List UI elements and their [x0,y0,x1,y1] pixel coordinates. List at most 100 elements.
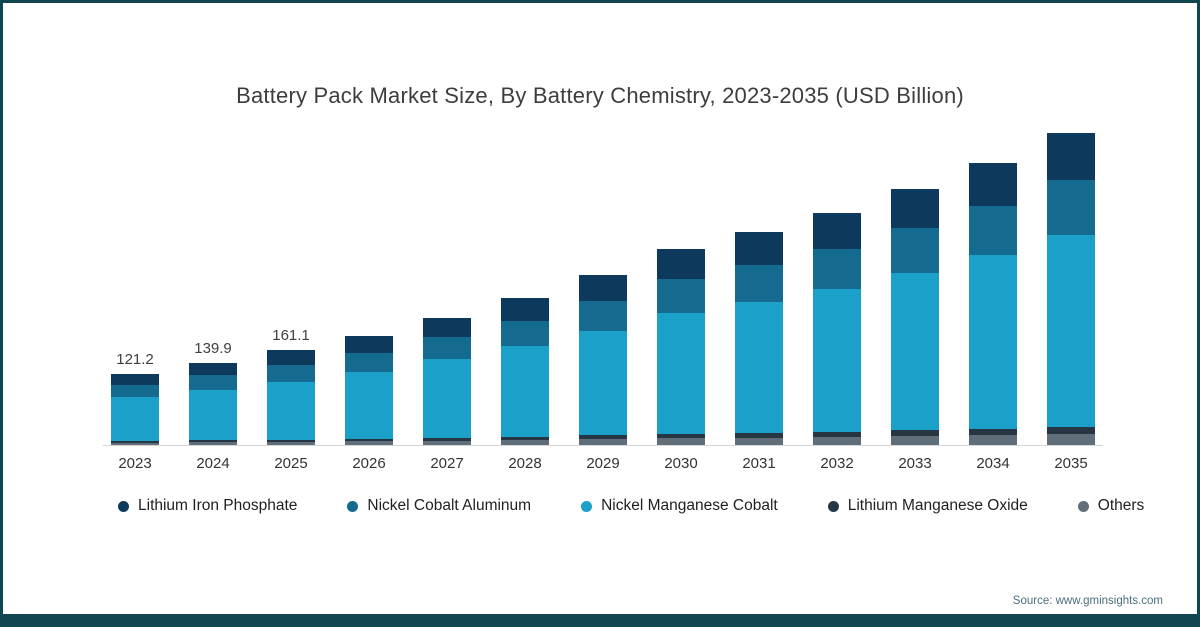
bar-segment-lithium-manganese-oxide [813,431,861,437]
bar-2030 [657,126,705,445]
bar-segment-nickel-cobalt-aluminum [345,352,393,372]
source-note: Source: www.gminsights.com [1012,595,1163,607]
bar-2027 [423,126,471,445]
bar-segment-nickel-manganese-cobalt [267,381,315,440]
bar-value-label-2023: 121.2 [116,350,154,368]
bar-segment-lithium-iron-phosphate [813,213,861,249]
x-tick-2025: 2025 [274,455,308,472]
bar-segment-others [813,436,861,445]
bar-segment-lithium-manganese-oxide [1047,427,1095,435]
x-tick-2030: 2030 [664,455,698,472]
bar-segment-lithium-manganese-oxide [657,433,705,439]
bar-segment-nickel-cobalt-aluminum [267,364,315,382]
bar-segment-nickel-cobalt-aluminum [813,248,861,290]
x-tick-2032: 2032 [820,455,854,472]
legend-label-others: Others [1097,497,1145,514]
legend: Lithium Iron Phosphate Nickel Cobalt Alum… [118,497,1148,515]
bar-segment-others [969,435,1017,445]
legend-item-nickel-manganese-cobalt: Nickel Manganese Cobalt [581,497,778,515]
bar-segment-nickel-cobalt-aluminum [657,278,705,314]
legend-label-lithium-iron-phosphate: Lithium Iron Phosphate [138,497,298,514]
bar-2024: 139.9 [189,126,237,445]
legend-dot-nickel-manganese-cobalt [581,500,593,512]
x-axis-labels: 2023 2024 2025 2026 2027 2028 2029 2030 2031 2032… [103,455,1103,472]
bar-segment-nickel-manganese-cobalt [345,371,393,439]
bar-2033 [891,126,939,445]
bar-2031 [735,126,783,445]
x-tick-2023: 2023 [118,455,152,472]
bar-segment-lithium-iron-phosphate [189,362,237,376]
bar-segment-others [111,442,159,445]
bar-segment-lithium-iron-phosphate [345,336,393,353]
bar-segment-nickel-cobalt-aluminum [111,384,159,398]
bar-segment-nickel-manganese-cobalt [735,301,783,433]
bar-segment-lithium-iron-phosphate [657,248,705,279]
bar-2034 [969,126,1017,445]
bar-segment-nickel-cobalt-aluminum [891,228,939,273]
legend-item-nickel-cobalt-aluminum: Nickel Cobalt Aluminum [347,497,531,515]
x-tick-2031: 2031 [742,455,776,472]
bar-segment-nickel-cobalt-aluminum [579,301,627,331]
bar-segment-nickel-cobalt-aluminum [969,205,1017,256]
plot-wrap: 121.2 139.9 161.1 2023 2024 2025 2026 2027 2028… [103,126,1103,472]
bar-segment-others [501,439,549,445]
bar-segment-others [735,437,783,445]
bar-segment-nickel-manganese-cobalt [423,359,471,438]
legend-item-lithium-iron-phosphate: Lithium Iron Phosphate [118,497,297,515]
bar-segment-others [267,441,315,445]
bar-segment-nickel-manganese-cobalt [657,313,705,434]
x-tick-2027: 2027 [430,455,464,472]
bar-segment-others [891,436,939,445]
legend-label-nickel-cobalt-aluminum: Nickel Cobalt Aluminum [367,497,532,514]
bar-segment-lithium-iron-phosphate [891,189,939,229]
bar-segment-nickel-manganese-cobalt [1047,235,1095,428]
chart-title: Battery Pack Market Size, By Battery Che… [236,83,964,108]
bar-segment-others [579,439,627,445]
bar-segment-nickel-cobalt-aluminum [423,337,471,360]
bar-segment-nickel-manganese-cobalt [501,346,549,437]
legend-dot-others [1077,500,1089,512]
x-tick-2028: 2028 [508,455,542,472]
x-tick-2026: 2026 [352,455,386,472]
bar-2025: 161.1 [267,126,315,445]
x-tick-2035: 2035 [1054,455,1088,472]
bar-segment-others [1047,434,1095,445]
bar-segment-lithium-manganese-oxide [501,436,549,440]
bar-segment-nickel-cobalt-aluminum [735,264,783,302]
bar-segment-lithium-manganese-oxide [891,430,939,437]
bar-segment-lithium-iron-phosphate [111,373,159,385]
bar-segment-lithium-iron-phosphate [735,231,783,265]
legend-item-lithium-manganese-oxide: Lithium Manganese Oxide [827,497,1028,515]
bottom-accent-bar [3,614,1197,624]
bar-segment-nickel-cobalt-aluminum [1047,180,1095,236]
legend-item-others: Others [1077,497,1145,515]
legend-dot-lithium-manganese-oxide [827,500,839,512]
bar-2035 [1047,126,1095,445]
bar-2029 [579,126,627,445]
bar-segment-lithium-iron-phosphate [267,350,315,365]
bar-segment-nickel-manganese-cobalt [189,389,237,441]
bar-segment-lithium-iron-phosphate [501,298,549,321]
bar-segment-lithium-manganese-oxide [111,440,159,443]
bar-segment-nickel-cobalt-aluminum [501,320,549,347]
bar-segment-others [423,440,471,445]
bar-2028 [501,126,549,445]
x-tick-2024: 2024 [196,455,230,472]
bar-value-label-2025: 161.1 [272,327,310,345]
plot-area: 121.2 139.9 161.1 [103,126,1103,446]
x-tick-2029: 2029 [586,455,620,472]
bar-segment-lithium-iron-phosphate [423,317,471,338]
bar-segment-lithium-manganese-oxide [735,432,783,438]
bar-segment-nickel-manganese-cobalt [891,273,939,431]
legend-dot-nickel-cobalt-aluminum [347,500,359,512]
bar-segment-lithium-manganese-oxide [345,438,393,442]
bar-2026 [345,126,393,445]
legend-dot-lithium-iron-phosphate [118,500,129,512]
bar-segment-lithium-iron-phosphate [969,162,1017,206]
bar-segment-lithium-iron-phosphate [579,275,627,302]
legend-label-nickel-manganese-cobalt: Nickel Manganese Cobalt [601,497,778,514]
bar-segment-nickel-manganese-cobalt [813,289,861,432]
legend-label-lithium-manganese-oxide: Lithium Manganese Oxide [847,497,1028,514]
bar-segment-nickel-manganese-cobalt [111,397,159,441]
